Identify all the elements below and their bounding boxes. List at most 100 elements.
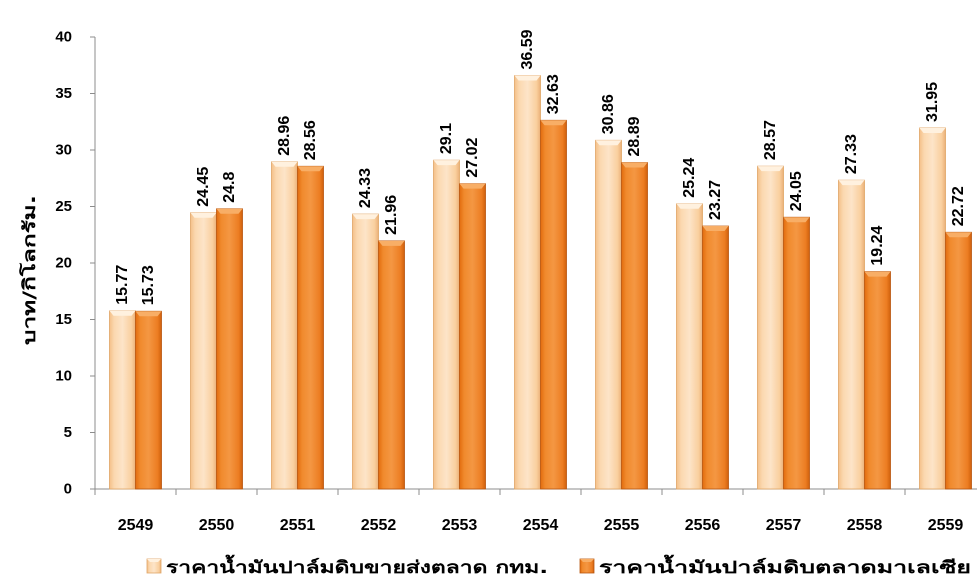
bar-s0-2553 [433,159,460,490]
bar-bevel [514,75,541,81]
bar-bevel [216,208,243,214]
x-tick-label-2551: 2551 [280,517,316,534]
bar-bevel [595,140,622,146]
bar-body [864,271,891,490]
bar-s1-2555 [621,162,648,490]
bar-body [514,75,541,490]
data-label-s0-2553: 29.1 [438,123,455,154]
bar-body [621,162,648,490]
bar-body [378,240,405,490]
bar-s1-2558 [864,271,891,490]
bar-bevel [135,311,162,317]
x-tick-label-2549: 2549 [118,517,154,534]
x-tick-label-2554: 2554 [523,517,559,534]
data-label-s1-2554: 32.63 [545,74,562,114]
data-label-s1-2556: 23.27 [707,180,724,220]
bar-body [135,310,162,490]
data-label-s0-2550: 24.45 [195,167,212,207]
data-label-s0-2557: 28.57 [762,120,779,160]
bar-body [271,161,298,490]
legend: ราคาน้ำมันปาล์มดิบขายส่งตลาด กทม. ราคาน้ำ… [146,554,971,578]
bar-body [838,179,865,490]
bar-body [459,183,486,490]
bar-bevel [757,166,784,172]
bar-s0-2557 [757,165,784,490]
bars [109,75,972,490]
bar-s0-2559 [919,127,946,490]
data-label-s0-2549: 15.77 [114,265,131,305]
data-label-s0-2552: 24.33 [357,168,374,208]
bar-s0-2554 [514,75,541,490]
bar-s0-2551 [271,161,298,490]
y-tick-label: 30 [55,142,72,159]
data-label-s1-2558: 19.24 [869,225,886,265]
bar-bevel [783,217,810,223]
bar-s0-2549 [109,310,136,490]
bar-body [676,203,703,490]
x-tick-label-2559: 2559 [928,517,964,534]
x-tick-label-2556: 2556 [685,517,721,534]
bar-bevel [378,240,405,246]
data-labels: 15.77 24.45 28.96 24.33 29.1 36.59 30.86 25.24 2… [114,29,967,305]
data-label-s1-2553: 27.02 [464,138,481,178]
bar-bevel [919,127,946,133]
y-tick-label: 5 [64,424,72,441]
data-label-s1-2559: 22.72 [950,186,967,226]
y-tick-label: 15 [55,311,72,328]
data-label-s0-2555: 30.86 [600,94,617,134]
bar-s1-2559 [945,231,972,490]
bar-body [216,208,243,490]
x-tick-label-2555: 2555 [604,517,640,534]
bar-bevel [676,203,703,209]
y-tick-label: 0 [64,481,72,498]
y-axis-label: บาท/กิโลกรัม. [19,195,40,345]
legend-item-0: ราคาน้ำมันปาล์มดิบขายส่งตลาด กทม. [146,554,548,578]
x-axis-labels: 2549 2550 2551 2552 2553 2554 2555 2556 2557 2558… [118,517,964,534]
bar-body [783,216,810,490]
legend-label: ราคาน้ำมันปาล์มดิบขายส่งตลาด กทม. [166,554,548,578]
bar-bevel [297,166,324,172]
bar-s1-2551 [297,165,324,490]
x-tick-label-2558: 2558 [847,517,883,534]
bar-s1-2549 [135,310,162,490]
bar-s0-2555 [595,139,622,490]
bar-s0-2556 [676,203,703,490]
data-label-s1-2555: 28.89 [626,116,643,156]
bar-body [109,310,136,490]
bar-bevel [271,161,298,167]
bar-body [919,127,946,490]
data-label-s0-2551: 28.96 [276,116,293,156]
bar-bevel [190,212,217,218]
bar-s1-2554 [540,119,567,490]
legend-label: ราคาน้ำมันปาล์มดิบตลาดมาเลเซีย [599,554,971,578]
bar-body [433,159,460,490]
bar-bevel [109,310,136,316]
data-label-s0-2556: 25.24 [681,158,698,198]
legend-item-1: ราคาน้ำมันปาล์มดิบตลาดมาเลเซีย [579,554,971,578]
bar-bevel [459,183,486,189]
data-label-s0-2554: 36.59 [519,29,536,69]
bar-body [352,213,379,490]
data-label-s1-2550: 24.8 [221,172,238,203]
bar-s1-2556 [702,225,729,490]
data-label-s0-2559: 31.95 [924,82,941,122]
bar-s1-2553 [459,183,486,490]
data-label-s1-2551: 28.56 [302,120,319,160]
bar-s1-2552 [378,240,405,490]
bar-s1-2557 [783,216,810,490]
bar-body [595,139,622,490]
x-tick-label-2552: 2552 [361,517,397,534]
bar-bevel [702,226,729,232]
y-tick-label: 10 [55,368,72,385]
bar-body [540,119,567,490]
legend-swatch-bevel [580,559,594,562]
data-label-s1-2552: 21.96 [383,195,400,235]
bar-s0-2550 [190,212,217,490]
y-tick-label: 25 [55,198,72,215]
bar-body [945,231,972,490]
y-tick-label: 35 [55,85,72,102]
bar-body [757,165,784,490]
data-label-s0-2558: 27.33 [843,134,860,174]
y-tick-label: 20 [55,255,72,272]
